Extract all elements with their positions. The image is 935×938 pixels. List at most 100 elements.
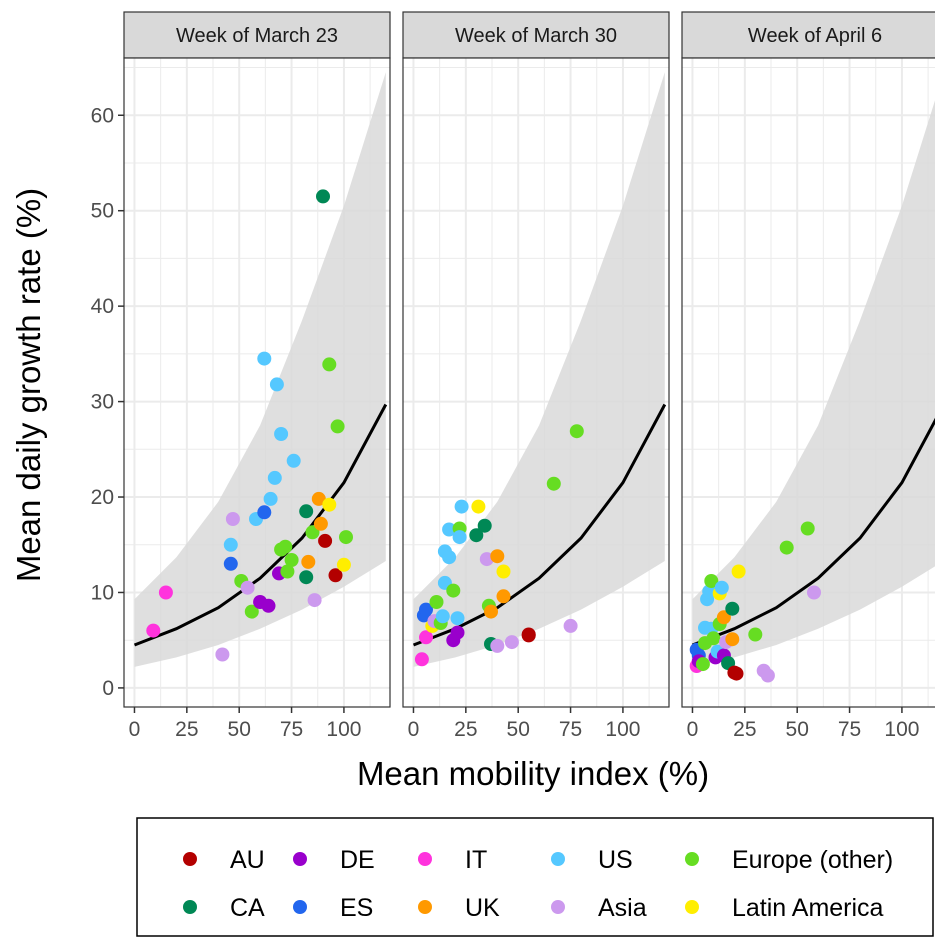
data-point	[569, 424, 584, 439]
x-tick-label: 75	[559, 718, 582, 741]
data-point	[702, 584, 717, 599]
legend-label: AU	[230, 846, 265, 874]
x-tick-label: 50	[507, 718, 530, 741]
data-point	[704, 574, 719, 588]
data-point	[452, 530, 467, 545]
facet-strip	[402, 11, 670, 59]
x-tick-label: 50	[228, 718, 251, 741]
x-tick-label: 25	[454, 718, 477, 741]
legend-label: DE	[340, 846, 375, 874]
facet-strip	[123, 11, 391, 59]
data-point	[454, 499, 469, 514]
data-point	[311, 491, 326, 506]
data-point	[779, 540, 794, 555]
data-point	[280, 564, 295, 579]
data-point	[446, 583, 461, 598]
x-tick-label: 100	[605, 718, 640, 741]
data-point	[223, 556, 238, 571]
data-point	[307, 593, 322, 608]
data-point	[257, 505, 272, 520]
data-point	[800, 521, 815, 536]
data-point	[706, 631, 721, 646]
legend-item: Asia	[551, 894, 647, 922]
x-tick-label: 25	[733, 718, 756, 741]
x-tick-label: 25	[175, 718, 198, 741]
x-tick-label: 75	[280, 718, 303, 741]
legend-marker	[293, 852, 307, 866]
data-point	[286, 453, 301, 468]
data-point	[484, 604, 498, 619]
legend-item: DE	[293, 846, 375, 874]
data-point	[563, 618, 578, 633]
data-point	[305, 525, 320, 540]
data-point	[328, 568, 343, 583]
data-point	[496, 589, 511, 604]
data-point	[714, 580, 729, 595]
data-point	[748, 627, 763, 642]
data-point	[301, 554, 316, 569]
data-point	[546, 476, 561, 491]
x-tick-label: 0	[687, 718, 699, 741]
data-point	[322, 357, 337, 372]
data-point	[442, 522, 457, 537]
data-point	[225, 512, 240, 526]
data-point	[471, 499, 486, 514]
data-point	[716, 610, 731, 625]
data-point	[318, 533, 333, 548]
data-point	[725, 632, 740, 647]
data-point	[215, 647, 230, 662]
facet-title: Week of April 6	[748, 25, 882, 47]
data-point	[313, 516, 328, 531]
data-point	[435, 609, 450, 624]
data-point	[442, 550, 457, 565]
data-point	[269, 377, 284, 392]
facet-strip	[681, 11, 935, 59]
legend-item: Europe (other)	[685, 846, 893, 874]
legend-label: US	[598, 846, 633, 874]
fit-curve	[133, 403, 388, 647]
facet-panel-2: Week of March 30 0 25 50 75 100	[402, 11, 670, 741]
legend-marker	[551, 852, 565, 866]
x-tick-label: 100	[326, 718, 361, 741]
legend-marker	[418, 900, 432, 914]
data-point	[299, 570, 314, 585]
legend-label: Latin America	[732, 894, 884, 922]
legend-item: IT	[418, 846, 487, 874]
legend-item: US	[551, 846, 633, 874]
panel-border	[402, 57, 670, 708]
data-point	[731, 564, 746, 579]
y-tick-label: 40	[91, 295, 114, 318]
data-point	[807, 585, 821, 600]
x-tick-label: 100	[884, 718, 919, 741]
data-point	[257, 351, 272, 366]
data-point	[146, 623, 161, 638]
data-point	[267, 470, 282, 485]
y-tick-label: 20	[91, 486, 114, 509]
legend-item: CA	[183, 894, 265, 922]
facet-panel-3: Week of April 6 0 25 50 75 100	[681, 11, 935, 741]
data-point	[760, 668, 775, 683]
legend-marker	[183, 852, 197, 866]
legend-label: ES	[340, 894, 373, 922]
y-axis: 0 10 20 30 40 50 60	[91, 104, 124, 700]
legend-label: Asia	[598, 894, 647, 922]
data-point	[284, 553, 299, 567]
data-point	[477, 518, 492, 533]
legend-marker	[685, 852, 699, 866]
data-point	[261, 598, 276, 613]
y-axis-title: Mean daily growth rate (%)	[10, 188, 47, 582]
data-point	[414, 652, 429, 667]
y-tick-label: 50	[91, 200, 114, 223]
data-point	[490, 638, 505, 653]
x-axis-title: Mean mobility index (%)	[357, 755, 709, 792]
data-point	[274, 427, 289, 441]
data-point	[263, 491, 278, 506]
panel-border	[123, 57, 391, 708]
data-point	[496, 564, 511, 579]
data-point	[450, 611, 465, 626]
data-point	[419, 630, 433, 645]
y-tick-label: 10	[91, 581, 114, 604]
y-tick-label: 0	[102, 677, 114, 700]
data-point	[330, 419, 345, 434]
